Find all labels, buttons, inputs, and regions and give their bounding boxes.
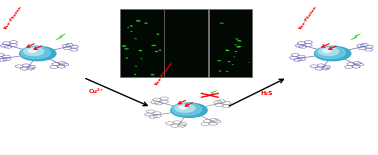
Ellipse shape — [220, 23, 224, 24]
Ellipse shape — [134, 74, 136, 75]
Text: Two-Photon: Two-Photon — [298, 5, 318, 31]
Ellipse shape — [237, 40, 242, 42]
Circle shape — [314, 46, 351, 61]
Ellipse shape — [130, 31, 132, 32]
Ellipse shape — [249, 62, 250, 63]
Ellipse shape — [225, 49, 229, 51]
Circle shape — [175, 104, 195, 112]
Circle shape — [316, 47, 345, 59]
Ellipse shape — [156, 33, 159, 35]
Ellipse shape — [217, 60, 222, 61]
Ellipse shape — [194, 60, 196, 61]
Ellipse shape — [127, 27, 129, 28]
Circle shape — [179, 106, 187, 109]
Circle shape — [319, 48, 339, 55]
Bar — [120, 9, 164, 77]
Ellipse shape — [130, 25, 133, 27]
Ellipse shape — [124, 48, 129, 50]
Ellipse shape — [151, 45, 156, 46]
Ellipse shape — [122, 45, 126, 47]
Bar — [209, 9, 252, 77]
Ellipse shape — [226, 71, 228, 72]
Ellipse shape — [155, 51, 158, 52]
Polygon shape — [351, 34, 361, 40]
Ellipse shape — [233, 56, 235, 57]
Circle shape — [21, 47, 51, 59]
Text: H₂S: H₂S — [261, 91, 273, 96]
Ellipse shape — [134, 38, 137, 39]
Ellipse shape — [237, 46, 241, 48]
Circle shape — [323, 49, 331, 52]
Ellipse shape — [138, 50, 142, 51]
Ellipse shape — [228, 61, 231, 62]
Ellipse shape — [150, 74, 155, 75]
Text: Cu²⁺: Cu²⁺ — [89, 89, 104, 94]
Ellipse shape — [159, 50, 161, 51]
Ellipse shape — [136, 20, 141, 22]
Ellipse shape — [218, 71, 222, 72]
Polygon shape — [56, 34, 66, 40]
Circle shape — [171, 103, 207, 117]
Text: Two-Photon: Two-Photon — [3, 5, 23, 31]
Ellipse shape — [235, 38, 239, 40]
Ellipse shape — [232, 64, 234, 65]
Ellipse shape — [140, 58, 143, 59]
Text: Two-Photon: Two-Photon — [155, 61, 174, 87]
Circle shape — [20, 46, 56, 61]
Ellipse shape — [235, 51, 237, 52]
Circle shape — [28, 49, 36, 52]
Polygon shape — [207, 90, 217, 97]
Ellipse shape — [125, 58, 129, 59]
Circle shape — [172, 104, 202, 115]
Ellipse shape — [135, 66, 138, 67]
Ellipse shape — [144, 22, 148, 24]
Bar — [164, 9, 208, 77]
Circle shape — [24, 48, 44, 55]
Ellipse shape — [234, 44, 237, 45]
